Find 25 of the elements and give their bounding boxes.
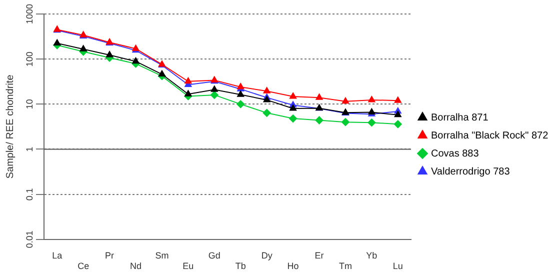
- x-tick-label: Sm: [155, 250, 169, 260]
- x-tick-label: Er: [314, 250, 324, 260]
- x-tick-label: Tm: [338, 261, 352, 272]
- legend-label: Covas 883: [431, 148, 480, 160]
- legend-label: Borralha 871: [431, 112, 489, 124]
- y-tick-label: 1000: [24, 4, 34, 24]
- y-tick-label: 100: [24, 52, 34, 67]
- legend-label: Borralha "Black Rock" 872: [431, 130, 549, 142]
- x-tick-label: Ho: [287, 261, 299, 272]
- x-tick-label: Yb: [366, 250, 378, 260]
- x-tick-label: Lu: [392, 261, 403, 272]
- y-tick-label: 0.1: [24, 188, 34, 201]
- y-tick-label: 1: [24, 146, 34, 152]
- x-tick-label: Tb: [235, 261, 246, 272]
- y-tick-label: 0.01: [24, 230, 34, 248]
- y-axis-title: Sample/ REE chondrite: [4, 74, 16, 179]
- x-tick-label: Dy: [261, 250, 273, 260]
- x-tick-label: Nd: [130, 261, 142, 272]
- legend-label: Valderrodrigo 783: [431, 166, 510, 178]
- x-tick-label: Gd: [208, 250, 220, 260]
- x-tick-label: Eu: [182, 261, 194, 272]
- x-tick-label: La: [52, 250, 62, 260]
- y-tick-label: 10: [24, 99, 34, 110]
- x-tick-label: Pr: [105, 250, 114, 260]
- x-tick-label: Ce: [78, 261, 90, 272]
